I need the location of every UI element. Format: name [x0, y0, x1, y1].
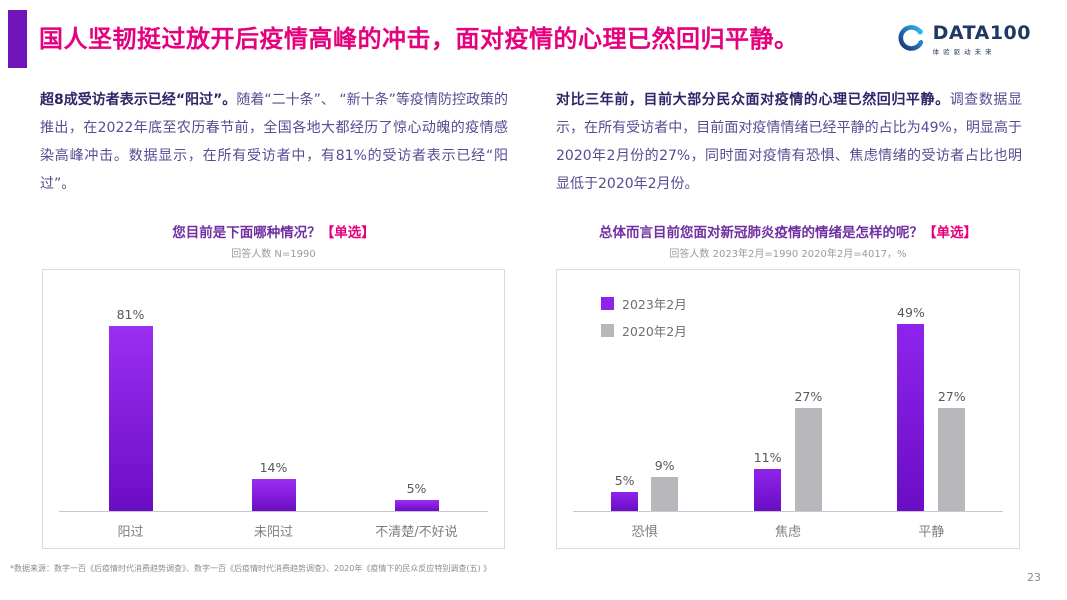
bar: [897, 323, 925, 511]
chart-card-status: 81% 14% 5% 阳过 未阳过 不清楚/不好说: [42, 269, 505, 549]
left-summary-body: 随着“二十条”、 “新十条”等疫情防控政策的推出，在2022年底至农历春节前，全…: [40, 92, 508, 192]
chart-head: 总体而言目前您面对新冠肺炎疫情的情绪是怎样的呢？【单选】 回答人数 2023年2…: [556, 221, 1020, 260]
bar-value-label: 11%: [753, 450, 782, 466]
bar-group: 5% 9%: [573, 282, 716, 511]
legend-label: 2023年2月: [622, 297, 687, 312]
data100-logo: DATA100 体验驱动未来: [893, 22, 1031, 56]
bar-value-label: 49%: [897, 304, 925, 320]
category-label: 不清楚/不好说: [375, 525, 458, 540]
bar-unit: 9%: [651, 282, 679, 511]
category-label: 未阳过: [253, 525, 293, 540]
bar-value-label: 9%: [654, 457, 675, 473]
bar: [938, 407, 966, 511]
chart-subtitle: 回答人数 N=1990: [231, 249, 316, 260]
chart-title-main: 总体而言目前您面对新冠肺炎疫情的情绪是怎样的呢？: [599, 225, 923, 241]
category-label: 焦虑: [774, 525, 801, 540]
bar-unit: 5%: [394, 282, 439, 511]
bar-unit: 27%: [794, 282, 822, 511]
right-summary-panel: 对比三年前，目前大部分民众面对疫情的心理已然回归平静。调查数据显示，在所有受访者…: [556, 86, 1022, 198]
chart-title: 总体而言目前您面对新冠肺炎疫情的情绪是怎样的呢？【单选】: [556, 221, 1020, 241]
left-summary-panel: 超8成受访者表示已经“阳过”。随着“二十条”、 “新十条”等疫情防控政策的推出，…: [40, 86, 508, 198]
legend-item: 2023年2月: [601, 294, 687, 313]
bar-unit: 5%: [611, 282, 639, 511]
bar-value-label: 5%: [614, 472, 635, 488]
bar-value-label: 14%: [259, 459, 288, 475]
category-label: 阳过: [117, 525, 144, 540]
left-summary-lead: 超8成受访者表示已经“阳过”。: [40, 92, 237, 108]
data-source-note: *数据来源：数字一百《后疫情时代消费趋势调查》、数字一百《后疫情时代消费趋势调查…: [10, 564, 492, 573]
bar-group: 5%: [345, 282, 488, 511]
x-axis-labels: 阳过 未阳过 不清楚/不好说: [59, 512, 488, 548]
bar: [754, 469, 782, 511]
right-summary-text: 对比三年前，目前大部分民众面对疫情的心理已然回归平静。调查数据显示，在所有受访者…: [556, 86, 1022, 198]
chart-subtitle: 回答人数 2023年2月=1990 2020年2月=4017，%: [669, 249, 907, 260]
legend-swatch: [601, 324, 614, 337]
chart-section-emotion: 总体而言目前您面对新冠肺炎疫情的情绪是怎样的呢？【单选】 回答人数 2023年2…: [556, 221, 1020, 549]
chart-head: 您目前是下面哪种情况？【单选】 回答人数 N=1990: [42, 221, 505, 260]
left-summary-text: 超8成受访者表示已经“阳过”。随着“二十条”、 “新十条”等疫情防控政策的推出，…: [40, 86, 508, 198]
bar: [108, 325, 153, 511]
bar-group: 11% 27%: [716, 282, 859, 511]
bar-unit: 81%: [108, 282, 153, 511]
chart-section-status: 您目前是下面哪种情况？【单选】 回答人数 N=1990 81% 14% 5% 阳过 未…: [42, 221, 505, 549]
data100-logo-icon: [898, 24, 923, 51]
right-summary-lead: 对比三年前，目前大部分民众面对疫情的心理已然回归平静。: [556, 92, 950, 108]
right-summary-body: 调查数据显示，在所有受访者中，目前面对疫情情绪已经平静的占比为49%，明显高于2…: [556, 92, 1023, 192]
chart-legend: 2023年2月 2020年2月: [601, 294, 687, 340]
logo-tagline: 体验驱动未来: [932, 48, 996, 56]
category-label: 平静: [918, 525, 945, 540]
x-axis-labels: 恐惧 焦虑 平静: [573, 512, 1003, 548]
legend-item: 2020年2月: [601, 321, 687, 340]
title-accent-bar: [8, 10, 27, 68]
logo-text: DATA100 体验驱动未来: [933, 22, 1031, 56]
bar-unit: 49%: [897, 282, 925, 511]
bar-unit: 27%: [938, 282, 966, 511]
page-title: 国人坚韧挺过放开后疫情高峰的冲击，面对疫情的心理已然回归平静。: [39, 25, 799, 53]
bar-value-label: 27%: [937, 388, 966, 404]
bar: [611, 491, 639, 511]
bar-group: 81%: [59, 282, 202, 511]
chart-title-tag: 【单选】: [320, 225, 375, 241]
chart-title-tag: 【单选】: [923, 225, 977, 241]
bar-group: 49% 27%: [860, 282, 1003, 511]
bar: [251, 478, 296, 511]
bar-plot: 81% 14% 5%: [59, 282, 488, 512]
chart-card-emotion: 2023年2月 2020年2月 5% 9% 11% 27% 49% 27% 恐惧 焦虑 平静: [556, 269, 1020, 549]
bar-value-label: 81%: [116, 306, 145, 322]
bar: [794, 407, 822, 511]
bar-value-label: 27%: [794, 388, 823, 404]
chart-title: 您目前是下面哪种情况？【单选】: [42, 221, 505, 241]
logo-brand-text: DATA100: [932, 22, 1031, 44]
bar-plot: 5% 9% 11% 27% 49% 27%: [573, 282, 1003, 512]
header: 国人坚韧挺过放开后疫情高峰的冲击，面对疫情的心理已然回归平静。 DATA100 …: [8, 10, 1037, 68]
bar-unit: 14%: [251, 282, 296, 511]
chart-title-main: 您目前是下面哪种情况？: [172, 225, 321, 241]
page-number: 23: [1027, 571, 1041, 584]
legend-swatch: [601, 297, 614, 310]
category-label: 恐惧: [631, 525, 658, 540]
bar: [394, 499, 439, 511]
legend-label: 2020年2月: [622, 324, 687, 339]
bar-unit: 11%: [753, 282, 782, 511]
bar-group: 14%: [202, 282, 345, 511]
bar-value-label: 5%: [406, 480, 427, 496]
bar: [651, 476, 679, 511]
